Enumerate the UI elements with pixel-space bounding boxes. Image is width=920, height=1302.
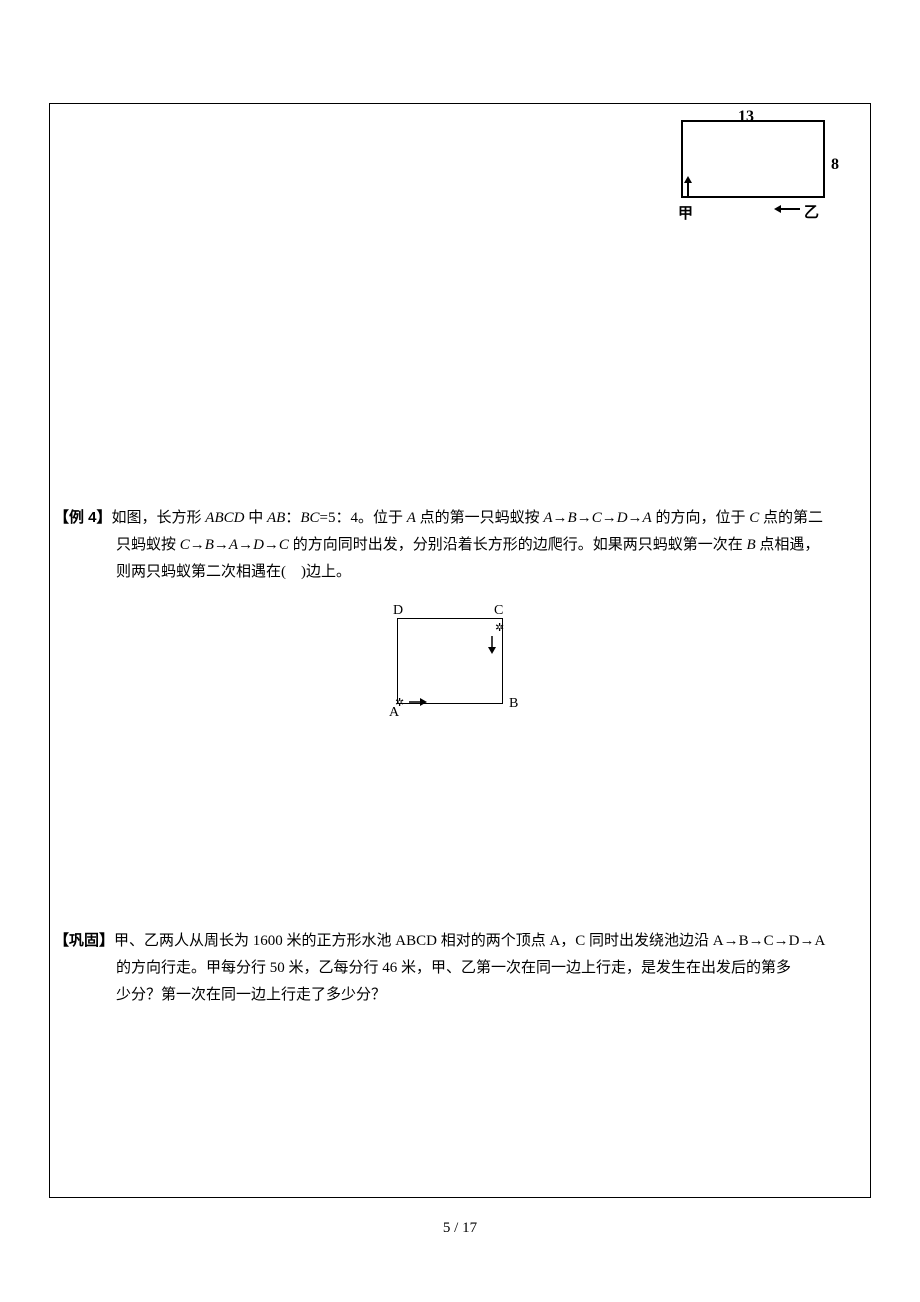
text-c: C — [749, 510, 759, 526]
text: 点相遇， — [756, 537, 820, 553]
text: =5：4。位于 — [319, 510, 406, 526]
text: ： — [285, 510, 300, 526]
problem-4: 【例 4】如图，长方形 ABCD 中 AB：BC=5：4。位于 A 点的第一只蚂… — [54, 504, 867, 586]
fig2-label-b: B — [509, 696, 518, 712]
text: 的方向同时出发，分别沿着长方形的边爬行。如果两只蚂蚁第一次在 — [289, 537, 747, 553]
text: 甲、乙两人从周长为 1600 米的正方形水池 ABCD 相对的两个顶点 A，C … — [114, 933, 825, 949]
problem-gonggu: 【巩固】甲、乙两人从周长为 1600 米的正方形水池 ABCD 相对的两个顶点 … — [54, 927, 867, 1009]
text: 少分？第一次在同一边上行走了多少分？ — [116, 987, 386, 1003]
fig1-label-yi: 乙 — [804, 201, 819, 222]
problem-4-tag: 【例 4】 — [54, 509, 112, 526]
arrow-up-icon — [683, 176, 693, 196]
fig2-label-d: D — [393, 603, 403, 619]
text-abcd: ABCD — [205, 510, 244, 526]
text-bc: BC — [300, 510, 319, 526]
text: 点的第二 — [759, 510, 823, 526]
fig1-label-jia: 甲 — [678, 202, 693, 223]
text: 的方向，位于 — [652, 510, 750, 526]
fig2-rect — [397, 618, 503, 704]
arrow-down-icon — [485, 636, 499, 654]
text: 的方向行走。甲每分行 50 米，乙每分行 46 米，甲、乙第一次在同一边上行走，… — [116, 960, 791, 976]
text-ab: AB — [267, 510, 285, 526]
text-b: B — [746, 537, 755, 553]
fig1-right-label: 8 — [831, 156, 839, 174]
text: 中 — [244, 510, 267, 526]
arrow-left-icon — [774, 204, 800, 214]
page-number: 5 / 17 — [0, 1220, 920, 1237]
text: 如图，长方形 — [112, 510, 206, 526]
text-a: A — [407, 510, 416, 526]
fig1-top-label: 13 — [738, 108, 754, 126]
text: 只蚂蚁按 — [116, 537, 180, 553]
ant-icon: ✲ — [495, 621, 504, 634]
text-path2: C→B→A→D→C — [180, 537, 289, 553]
fig1-rect — [681, 120, 825, 198]
text-path1: A→B→C→D→A — [543, 510, 651, 526]
figure-top-rectangle: 13 8 甲 乙 — [666, 108, 846, 228]
text: 则两只蚂蚁第二次相遇在( )边上。 — [116, 564, 351, 580]
ant-icon: ✲ — [395, 696, 404, 709]
arrow-right-icon — [409, 695, 427, 709]
gonggu-tag: 【巩固】 — [54, 932, 114, 949]
figure-abcd-rectangle: D C A B ✲ ✲ — [379, 604, 539, 734]
fig2-label-c: C — [494, 603, 503, 619]
text: 点的第一只蚂蚁按 — [416, 510, 544, 526]
